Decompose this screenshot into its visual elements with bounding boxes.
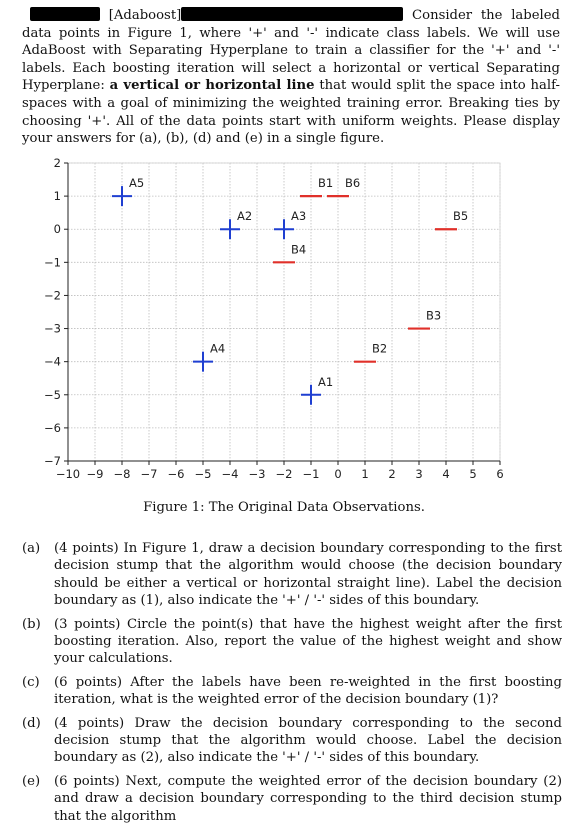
x-tick-label: 5: [469, 467, 476, 481]
point-label: A5: [129, 176, 144, 190]
point-label: B6: [345, 176, 360, 190]
point-label: B1: [318, 176, 333, 190]
question-label: (b): [22, 616, 41, 632]
question-text: (3 points) Circle the point(s) that have…: [54, 616, 562, 667]
figure-caption: Figure 1: The Original Data Observations…: [143, 500, 425, 515]
question-label: (d): [22, 715, 41, 731]
intro-tag: [Adaboost]: [108, 8, 182, 23]
question-text: (4 points) In Figure 1, draw a decision …: [54, 541, 562, 609]
question-item: (c) (6 points) After the labels have been…: [22, 674, 562, 709]
scatter-chart: −10 −9 −8 −7 −6 −5 −4 −3 −2 −1 0 1 2 3 4 5 6210−1−2−3−4−…: [44, 156, 504, 481]
x-tick-label: −6: [168, 467, 185, 481]
question-label: (c): [22, 674, 40, 690]
x-tick-label: −1: [303, 467, 320, 481]
y-tick-label: −6: [44, 421, 61, 435]
question-item: (e) (6 points) Next, compute the weighted…: [22, 773, 562, 825]
x-tick-label: 4: [442, 467, 449, 481]
question-label: (e): [22, 773, 41, 789]
y-tick-label: −2: [44, 288, 61, 302]
point-label: B5: [453, 209, 468, 223]
question-item: (b) (3 points) Circle the point(s) that h…: [22, 616, 562, 668]
y-tick-label: 2: [54, 156, 61, 170]
x-tick-label: 1: [361, 467, 368, 481]
y-tick-label: −4: [44, 355, 61, 369]
x-tick-label: −10: [56, 467, 80, 481]
x-tick-label: −8: [114, 467, 131, 481]
point-label: A1: [318, 375, 333, 389]
point-label: B4: [291, 242, 306, 256]
point-label: A4: [210, 342, 225, 356]
point-label: A2: [237, 209, 252, 223]
y-tick-label: −5: [44, 388, 61, 402]
redaction-bar: [181, 7, 404, 21]
x-tick-label: −5: [195, 467, 212, 481]
x-tick-label: −3: [249, 467, 266, 481]
question-item: (d) (4 points) Draw the decision boundary…: [22, 715, 562, 767]
x-tick-label: −9: [87, 467, 104, 481]
intro-paragraph: [Adaboost] Consider the labeled data poi…: [22, 7, 560, 148]
x-tick-label: −2: [276, 467, 293, 481]
x-tick-label: −7: [141, 467, 158, 481]
y-tick-label: −7: [44, 454, 61, 468]
question-item: (a) (4 points) In Figure 1, draw a decisi…: [22, 540, 562, 610]
redaction-bar: [30, 7, 100, 21]
y-tick-label: −1: [44, 255, 61, 269]
y-tick-label: −3: [44, 322, 61, 336]
x-tick-label: 3: [415, 467, 422, 481]
point-label: A3: [291, 209, 306, 223]
x-tick-label: 6: [496, 467, 503, 481]
intro-text: Consider the labeled data points in Figu…: [22, 8, 560, 94]
point-label: B3: [426, 309, 441, 323]
question-text: (6 points) After the labels have been re…: [54, 674, 562, 708]
question-label: (a): [22, 541, 41, 556]
intro-text-end: that would split the space into half-spa…: [22, 78, 560, 147]
question-text: (4 points) Draw the decision boundary co…: [54, 715, 562, 766]
intro-bold-text: a vertical or horizontal line: [109, 78, 315, 94]
question-list: (a) (4 points) In Figure 1, draw a decisi…: [22, 540, 562, 831]
x-tick-label: −4: [222, 467, 239, 481]
point-label: B2: [372, 342, 387, 356]
y-tick-label: 0: [54, 222, 61, 236]
question-text: (6 points) Next, compute the weighted er…: [54, 773, 562, 824]
y-tick-label: 1: [54, 189, 61, 203]
x-tick-label: 2: [388, 467, 395, 481]
x-tick-label: 0: [334, 467, 341, 481]
